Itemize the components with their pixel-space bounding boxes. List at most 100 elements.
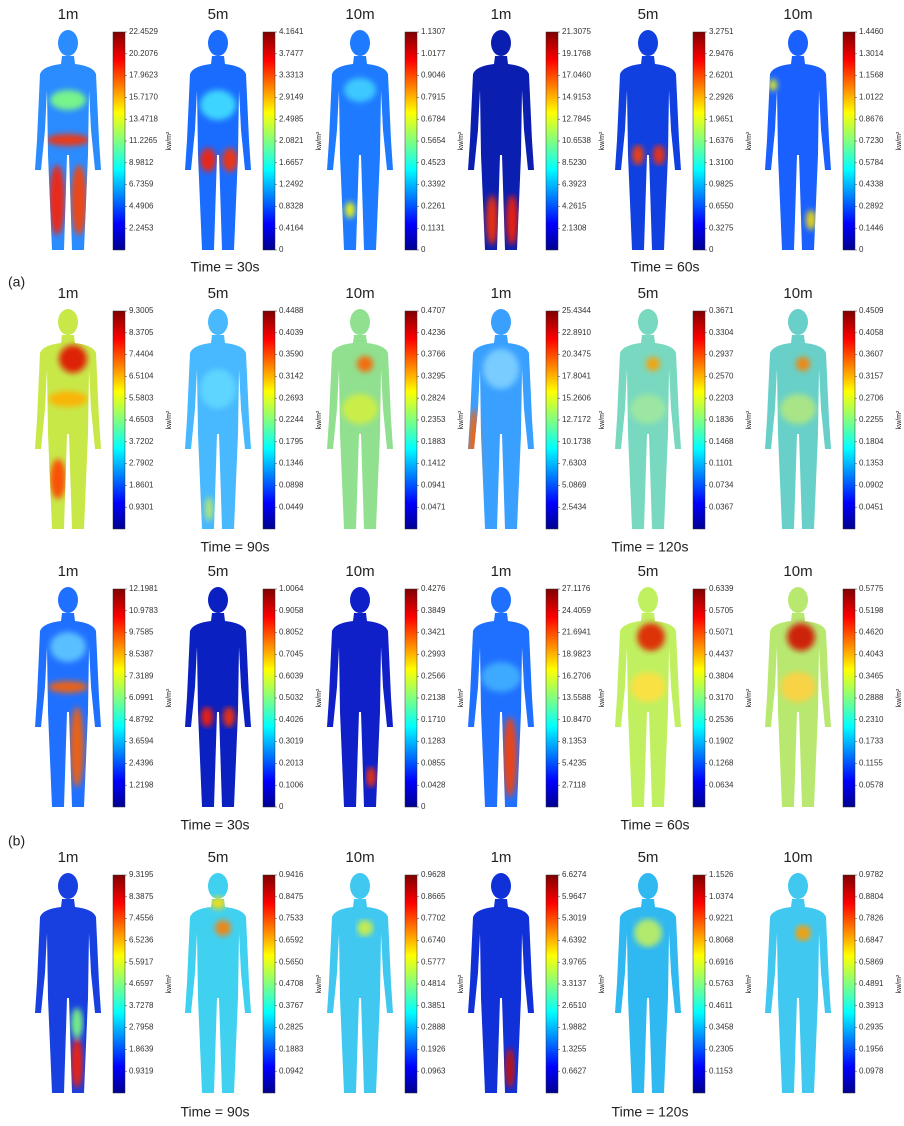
colorbar-tick-label: 1.9882 [562,1023,587,1032]
colorbar-tick-label: 0.9416 [279,870,304,879]
hotspot [71,1038,83,1088]
panel-label: 1m [491,849,512,866]
colorbar-tick-label: 0.3304 [709,328,734,337]
colorbar-tick-label: 8.5230 [562,158,587,167]
colorbar [693,589,705,807]
hotspot [344,78,376,102]
colorbar-tick-label: 0.4707 [421,306,446,315]
colorbar [843,32,855,250]
colorbar-tick-label: 0.0578 [859,780,884,789]
hotspot [71,1008,83,1038]
colorbar-tick-label: 5.4235 [562,759,587,768]
colorbar-tick-label: 0.2993 [421,650,446,659]
unit-label: kw/m² [316,688,323,707]
colorbar-tick-label: 0.0367 [709,502,734,511]
colorbar-tick-label: 0.2261 [421,202,446,211]
colorbar-tick-label: 0.0451 [859,502,884,511]
colorbar-tick-label: 13.5588 [562,693,591,702]
panel-label: 5m [638,285,659,302]
colorbar-tick-label: 4.8792 [129,715,154,724]
colorbar-tick-label: 9.7585 [129,628,154,637]
hotspot [653,145,665,165]
unit-label: kw/m² [746,974,753,993]
colorbar-tick-label: 10.6538 [562,136,591,145]
colorbar-tick-label: 15.7170 [129,93,158,102]
hotspot [787,623,815,651]
hotspot [215,920,231,936]
hotspot [48,681,88,693]
colorbar-tick-label: 0.5032 [279,693,304,702]
unit-label: kw/m² [599,410,606,429]
colorbar-tick-label: 0.1131 [421,223,445,232]
colorbar-tick-label: 17.0460 [562,71,591,80]
colorbar-tick-label: 0.4058 [859,328,884,337]
colorbar-tick-label: 0 [279,802,284,811]
colorbar [405,311,417,529]
panel-label: 10m [345,849,374,866]
colorbar-tick-label: 0.2892 [859,202,884,211]
colorbar-tick-label: 0.2244 [279,415,304,424]
colorbar [113,32,125,250]
body-heatmap [33,587,103,809]
unit-label: kw/m² [599,131,606,150]
body-heatmap [325,587,395,809]
time-label: Time = 120s [612,539,689,555]
colorbar-tick-label: 1.6376 [709,136,734,145]
body-heatmap [183,30,253,252]
colorbar-tick-label: 0.4164 [279,223,304,232]
colorbar-tick-label: 3.2751 [709,27,734,36]
colorbar-tick-label: 2.5434 [562,502,587,511]
colorbar-tick-label: 4.6503 [129,415,154,424]
colorbar-tick-label: 2.9149 [279,93,304,102]
colorbar-tick-label: 1.8639 [129,1045,154,1054]
hotspots [486,195,518,245]
hotspot [646,357,660,371]
colorbar-tick-label: 0.2536 [709,715,734,724]
colorbar-tick-label: 0.9301 [129,502,154,511]
unit-label: kw/m² [458,688,465,707]
colorbar-tick-label: 1.0122 [859,93,884,102]
body-base [33,309,103,531]
colorbar-tick-label: 6.3923 [562,180,587,189]
colorbar-tick-label: 0.2255 [859,415,884,424]
colorbar-tick-label: 0.2706 [859,393,884,402]
colorbar-tick-label: 22.4529 [129,27,158,36]
hotspot [48,391,88,407]
hotspots [366,767,376,787]
colorbar-tick-label: 1.0177 [421,49,446,58]
body-heatmap [466,873,536,1095]
colorbar-tick-label: 7.4556 [129,914,154,923]
colorbar [263,32,275,250]
panel-label: 10m [783,6,812,23]
hotspots [795,925,811,941]
colorbar-tick-label: 0.4276 [421,584,446,593]
colorbar [546,589,558,807]
colorbar-tick-label: 0.6339 [709,584,734,593]
colorbar-tick-label: 0.3421 [421,628,446,637]
hotspot [70,707,84,787]
colorbar-tick-label: 6.5236 [129,936,154,945]
hotspots [357,920,373,936]
colorbar-tick-label: 0.4509 [859,306,884,315]
colorbar-tick-label: 0.1733 [859,737,884,746]
colorbar-tick-label: 2.4396 [129,759,154,768]
body-heatmap [763,309,833,531]
body-heatmap [613,873,683,1095]
unit-label: kw/m² [599,974,606,993]
panel-label: 1m [491,6,512,23]
colorbar-tick-label: 0.8804 [859,892,884,901]
colorbar-tick-label: 0.3766 [421,350,446,359]
colorbar-tick-label: 0.7915 [421,93,446,102]
colorbar-tick-label: 0.8475 [279,892,304,901]
time-label: Time = 90s [200,539,269,555]
colorbar-tick-label: 0.5869 [859,957,884,966]
unit-label: kw/m² [458,974,465,993]
colorbar [405,589,417,807]
colorbar [263,875,275,1093]
colorbar-tick-label: 0.6916 [709,957,734,966]
hotspot [59,345,87,373]
colorbar [113,311,125,529]
body-heatmap [325,30,395,252]
group-label: (b) [8,833,25,849]
colorbar-tick-label: 0.6784 [421,114,446,123]
